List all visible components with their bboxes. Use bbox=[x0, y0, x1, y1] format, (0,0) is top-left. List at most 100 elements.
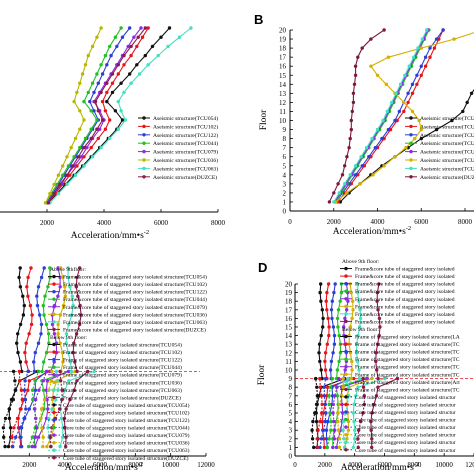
panel-d-data-point bbox=[356, 290, 360, 295]
panel-d-legend-marker bbox=[344, 410, 348, 414]
panel-b-data-point bbox=[393, 118, 397, 123]
panel-c-legend-marker bbox=[52, 290, 56, 294]
panel-a-data-point bbox=[135, 63, 139, 67]
panel-b-data-point bbox=[369, 64, 373, 68]
panel-d-legend-marker bbox=[344, 380, 348, 384]
panel-c-data-point bbox=[41, 303, 45, 308]
panel-d-data-point bbox=[377, 316, 382, 321]
panel-c-legend-label: Frame&core tube of staggered story isola… bbox=[63, 311, 207, 318]
panel-d-core-line bbox=[342, 378, 350, 448]
panel-d-data-point bbox=[370, 376, 374, 381]
panel-c-data-point bbox=[7, 416, 12, 421]
panel-c-data-point bbox=[33, 350, 37, 355]
panel-a-data-point bbox=[73, 173, 78, 177]
panel-c-legend-label: Frame of staggered story isolated struct… bbox=[63, 379, 182, 386]
panel-c-legend-label: Frame of staggered story isolated struct… bbox=[63, 364, 182, 371]
panel-b-x-tick-label: 0 bbox=[288, 218, 292, 226]
panel-b-x-tick-label: 4000 bbox=[371, 218, 386, 226]
panel-d-data-point bbox=[350, 359, 354, 364]
panel-c-data-point bbox=[11, 397, 15, 402]
panel-c-data-point bbox=[18, 379, 22, 383]
panel-c-data-point bbox=[64, 435, 68, 439]
panel-c-data-point bbox=[39, 322, 44, 327]
panel-a-data-point bbox=[100, 99, 105, 104]
panel-b-data-point bbox=[353, 164, 358, 168]
panel-c-data-point bbox=[66, 275, 70, 280]
panel-d-data-point bbox=[326, 316, 330, 321]
panel-d-data-point bbox=[376, 308, 380, 312]
panel-a-data-point bbox=[56, 173, 61, 177]
panel-d-y-tick-label: 17 bbox=[285, 306, 293, 314]
panel-c-data-point bbox=[30, 444, 34, 449]
panel-c-data-point bbox=[21, 294, 25, 298]
panel-d-legend-marker bbox=[344, 312, 348, 316]
panel-b-data-point bbox=[351, 100, 356, 105]
panel-c-data-point bbox=[2, 435, 6, 439]
panel-c-data-point bbox=[64, 407, 68, 411]
panel-a-data-point bbox=[83, 136, 88, 141]
panel-c-data-point bbox=[21, 313, 26, 317]
panel-b-data-point bbox=[423, 64, 428, 68]
panel-b-data-point bbox=[415, 82, 419, 87]
panel-c-data-point bbox=[33, 435, 38, 439]
panel-c-data-point bbox=[42, 360, 46, 364]
panel-d-data-point bbox=[336, 376, 341, 381]
panel-d-data-point bbox=[320, 402, 324, 407]
panel-a-data-point bbox=[78, 109, 82, 113]
panel-d-data-point bbox=[361, 411, 365, 415]
panel-a-data-point bbox=[100, 72, 105, 76]
panel-b-data-point bbox=[337, 191, 341, 195]
panel-d-data-point bbox=[315, 385, 319, 389]
panel-c-data-point bbox=[35, 294, 39, 298]
panel-c-data-point bbox=[33, 407, 37, 411]
panel-c-legend-marker bbox=[52, 312, 56, 316]
panel-d-x-tick-label: 6000 bbox=[378, 461, 393, 469]
panel-a-legend-marker bbox=[142, 141, 146, 145]
panel-d-data-point bbox=[320, 308, 324, 312]
panel-c-legend-label: Core tube of staggered story isolated st… bbox=[63, 402, 190, 409]
panel-c-data-point bbox=[19, 388, 24, 392]
panel-d-legend-label: Core tube of staggered story isolated st… bbox=[355, 424, 456, 431]
panel-d-data-point bbox=[369, 419, 373, 424]
panel-a-data-point bbox=[43, 201, 48, 205]
panel-c-legend-label: Frame of staggered story isolated struct… bbox=[63, 342, 182, 349]
panel-d-data-point bbox=[328, 368, 333, 372]
panel-a-data-point bbox=[55, 182, 59, 187]
panel-d-y-tick-label: 16 bbox=[285, 315, 293, 323]
panel-a-data-point bbox=[122, 90, 126, 95]
panel-c-legend-marker bbox=[52, 448, 56, 452]
panel-d-data-point bbox=[350, 368, 354, 372]
panel-b-data-point bbox=[402, 109, 406, 114]
panel-b-y-tick-label: 10 bbox=[279, 117, 287, 125]
panel-c-data-point bbox=[61, 435, 65, 439]
panel-a-data-point bbox=[143, 53, 147, 58]
panel-b-data-point bbox=[364, 146, 369, 150]
panel-d-legend-marker bbox=[344, 266, 348, 271]
panel-d-legend-label: Frame of staggered story isolated struct… bbox=[355, 334, 460, 341]
panel-a-data-point bbox=[109, 53, 113, 58]
panel-a-data-point bbox=[56, 191, 61, 196]
panel-b-y-tick-label: 11 bbox=[279, 108, 286, 116]
panel-c-data-point bbox=[72, 341, 76, 345]
panel-b-data-point bbox=[360, 164, 364, 168]
panel-d-legend-label: Frame&core tube of staggered story isola… bbox=[355, 266, 455, 273]
panel-d-data-point bbox=[325, 342, 329, 346]
panel-c-core-line bbox=[31, 371, 48, 447]
panel-c-data-point bbox=[46, 426, 50, 430]
panel-c-data-point bbox=[17, 369, 22, 374]
panel-d-data-point bbox=[327, 333, 331, 338]
panel-c-data-point bbox=[33, 388, 38, 392]
panel-c-frame-core-line bbox=[24, 267, 33, 372]
panel-d-y-tick-label: 20 bbox=[285, 281, 293, 289]
panel-d-data-point bbox=[330, 299, 334, 303]
panel-a-data-point bbox=[129, 53, 133, 58]
panel-b-data-point bbox=[351, 91, 356, 96]
panel-a-data-point bbox=[78, 81, 82, 85]
panel-a-data-point bbox=[65, 155, 69, 159]
panel-a-series-line bbox=[45, 27, 122, 204]
panel-d-data-point bbox=[357, 428, 361, 432]
panel-d-data-point bbox=[317, 351, 321, 355]
panel-a-data-point bbox=[105, 63, 109, 67]
panel-d-data-point bbox=[323, 402, 327, 407]
panel-a-data-point bbox=[79, 155, 83, 159]
